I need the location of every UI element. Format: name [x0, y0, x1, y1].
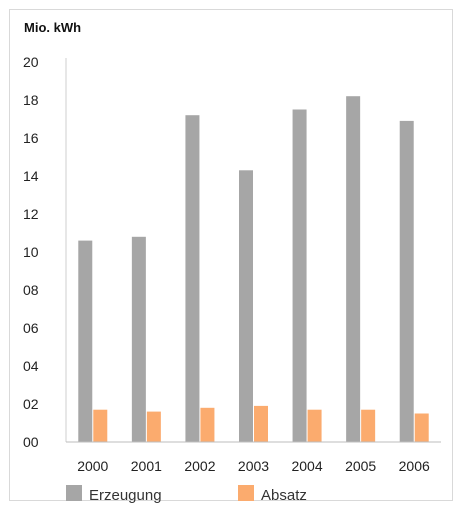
y-tick-label: 06: [23, 320, 39, 336]
y-tick-label: 14: [23, 168, 39, 184]
bar-absatz-2006: [414, 413, 429, 442]
y-tick-label: 10: [23, 244, 39, 260]
y-tick-label: 18: [23, 92, 39, 108]
bar-absatz-2005: [361, 409, 376, 442]
y-axis-unit-label: Mio. kWh: [24, 20, 82, 35]
bar-erzeugung-2006: [399, 120, 414, 443]
legend-label-erzeugung: Erzeugung: [89, 487, 162, 504]
x-tick-label: 2004: [291, 458, 322, 474]
legend-swatch-absatz: [238, 485, 254, 501]
bar-erzeugung-2004: [292, 109, 307, 442]
bar-erzeugung-2005: [346, 96, 361, 442]
bar-erzeugung-2001: [131, 236, 146, 442]
y-axis: 00 02 04 06 08 10 12 14 16 18 20: [23, 54, 67, 450]
bars: [78, 96, 429, 443]
y-tick-label: 04: [23, 358, 39, 374]
y-tick-label: 16: [23, 130, 39, 146]
y-tick-label: 00: [23, 434, 39, 450]
bar-absatz-2001: [146, 411, 161, 442]
x-tick-label: 2005: [345, 458, 376, 474]
x-tick-label: 2002: [184, 458, 215, 474]
y-tick-label: 12: [23, 206, 39, 222]
bar-absatz-2004: [307, 409, 322, 442]
y-tick-label: 02: [23, 396, 39, 412]
x-tick-label: 2000: [77, 458, 108, 474]
x-axis: 2000 2001 2002 2003 2004 2005 2006: [66, 441, 441, 474]
bar-absatz-2003: [254, 405, 268, 442]
x-tick-label: 2001: [131, 458, 162, 474]
bar-erzeugung-2003: [239, 170, 253, 443]
chart-frame: [9, 9, 453, 501]
legend-label-absatz: Absatz: [261, 487, 307, 504]
bar-erzeugung-2002: [185, 115, 200, 442]
y-tick-label: 08: [23, 282, 39, 298]
legend-swatch-erzeugung: [66, 485, 82, 501]
legend: Erzeugung Absatz: [66, 485, 307, 504]
bar-erzeugung-2000: [78, 240, 93, 442]
bar-absatz-2000: [93, 409, 108, 442]
bar-absatz-2002: [200, 407, 215, 442]
y-tick-label: 20: [23, 54, 39, 70]
x-tick-label: 2006: [399, 458, 430, 474]
x-tick-label: 2003: [238, 458, 269, 474]
